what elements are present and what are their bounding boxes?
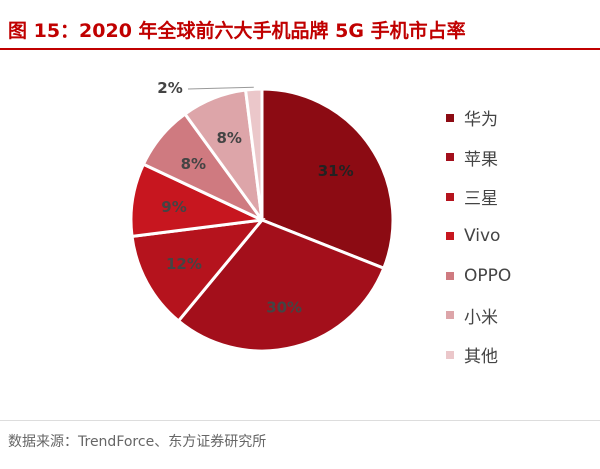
pie-slice-0 <box>260 87 395 271</box>
legend-label: 华为 <box>464 110 498 131</box>
legend: 华为苹果三星 Vivo OPPO 小米其他 <box>446 98 511 375</box>
legend-swatch <box>446 192 454 201</box>
legend-label: Vivo <box>464 226 501 247</box>
legend-item: 苹果 <box>446 138 511 178</box>
legend-item: 三星 <box>446 177 511 217</box>
data-label: 30% <box>266 298 302 316</box>
legend-swatch <box>446 271 454 280</box>
title-divider <box>0 48 600 50</box>
legend-label: 三星 <box>464 189 498 210</box>
legend-swatch <box>446 153 454 162</box>
chart-title: 图 15：2020 年全球前六大手机品牌 5G 手机市占率 <box>8 20 466 42</box>
legend-label: OPPO <box>464 265 512 286</box>
legend-item: OPPO <box>446 256 511 296</box>
legend-swatch <box>446 113 454 122</box>
legend-swatch <box>446 350 454 359</box>
legend-label: 其他 <box>464 347 498 368</box>
legend-item: 华为 <box>446 98 511 138</box>
data-label: 8% <box>216 129 241 147</box>
pie-slice-2 <box>130 218 266 324</box>
legend-item: 小米 <box>446 296 511 336</box>
pie-slice-1 <box>176 218 386 353</box>
legend-swatch <box>446 232 454 241</box>
pie-slice-6 <box>243 87 264 221</box>
source-note: 数据来源：TrendForce、东方证券研究所 <box>8 434 267 450</box>
data-label: 12% <box>166 255 202 273</box>
data-label: 8% <box>181 155 206 173</box>
legend-item: Vivo <box>446 217 511 257</box>
data-label: 2% <box>157 79 182 97</box>
data-label: 31% <box>318 162 354 180</box>
legend-label: 苹果 <box>464 149 498 170</box>
leader-line <box>187 86 254 90</box>
legend-swatch <box>446 311 454 320</box>
data-label: 9% <box>161 198 186 216</box>
legend-label: 小米 <box>464 307 498 328</box>
legend-item: 其他 <box>446 335 511 375</box>
source-divider <box>0 420 600 421</box>
